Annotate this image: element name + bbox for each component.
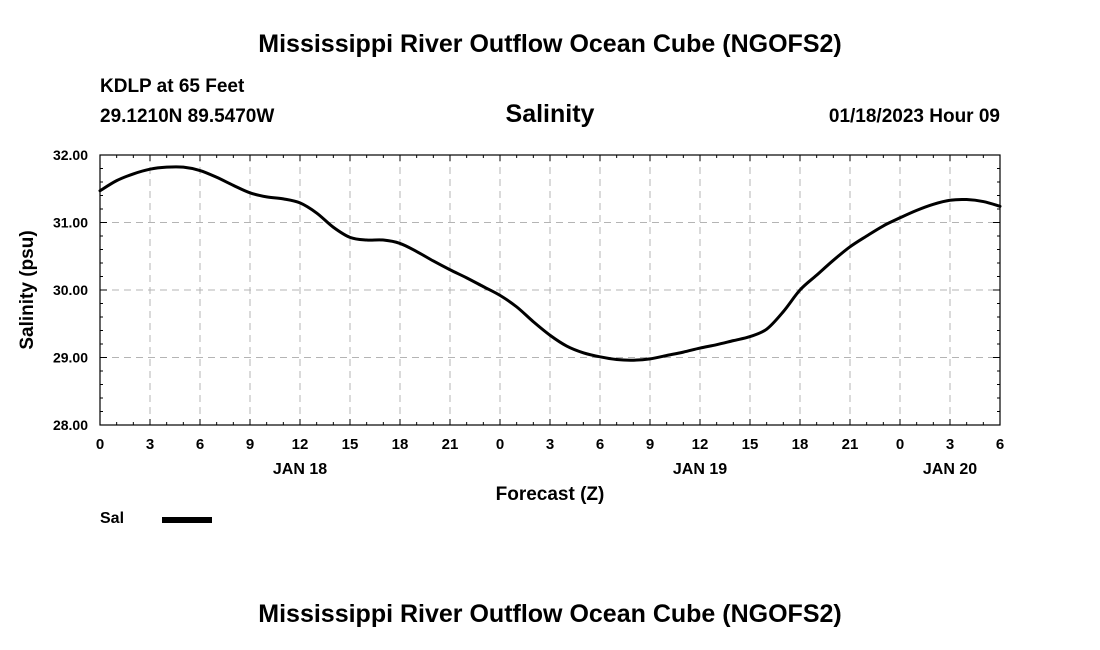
y-tick-label: 28.00 (53, 417, 88, 433)
x-tick-label: 9 (246, 436, 254, 453)
x-tick-label: 12 (692, 436, 709, 453)
x-tick-label: 3 (546, 436, 554, 453)
x-tick-label: 6 (196, 436, 204, 453)
legend-label: Sal (100, 510, 125, 527)
date-label: JAN 19 (673, 461, 727, 478)
x-axis-label: Forecast (Z) (496, 484, 605, 505)
x-tick-label: 18 (392, 436, 409, 453)
plot-frame (99, 154, 1001, 426)
station-coordinates: 29.1210N 89.5470W (100, 106, 275, 127)
x-tick-label: 6 (596, 436, 604, 453)
x-tick-label: 0 (896, 436, 904, 453)
x-tick-label: 21 (842, 436, 859, 453)
x-tick-label: 12 (292, 436, 309, 453)
y-tick-label: 31.00 (53, 215, 88, 231)
chart-title: Mississippi River Outflow Ocean Cube (NG… (258, 30, 842, 58)
x-tick-label: 0 (496, 436, 504, 453)
y-tick-label: 29.00 (53, 350, 88, 366)
legend-line-swatch (162, 517, 212, 523)
x-tick-label: 9 (646, 436, 654, 453)
date-label: JAN 18 (273, 461, 327, 478)
y-tick-label: 32.00 (53, 147, 88, 163)
x-tick-label: 21 (442, 436, 459, 453)
station-name: KDLP at 65 Feet (100, 76, 245, 97)
x-tick-label: 6 (996, 436, 1004, 453)
y-tick-label: 30.00 (53, 282, 88, 298)
x-tick-label: 18 (792, 436, 809, 453)
parameter-title: Salinity (505, 100, 595, 128)
forecast-timestamp: 01/18/2023 Hour 09 (828, 106, 1000, 127)
x-tick-label: 15 (342, 436, 359, 453)
x-tick-label: 3 (146, 436, 154, 453)
x-tick-label: 3 (946, 436, 954, 453)
date-label: JAN 20 (923, 461, 977, 478)
salinity-series-line (98, 165, 1002, 362)
bottom-chart-title: Mississippi River Outflow Ocean Cube (NG… (258, 600, 842, 628)
x-tick-label: 15 (742, 436, 759, 453)
y-axis-label: Salinity (psu) (17, 230, 38, 349)
x-tick-label: 0 (96, 436, 104, 453)
